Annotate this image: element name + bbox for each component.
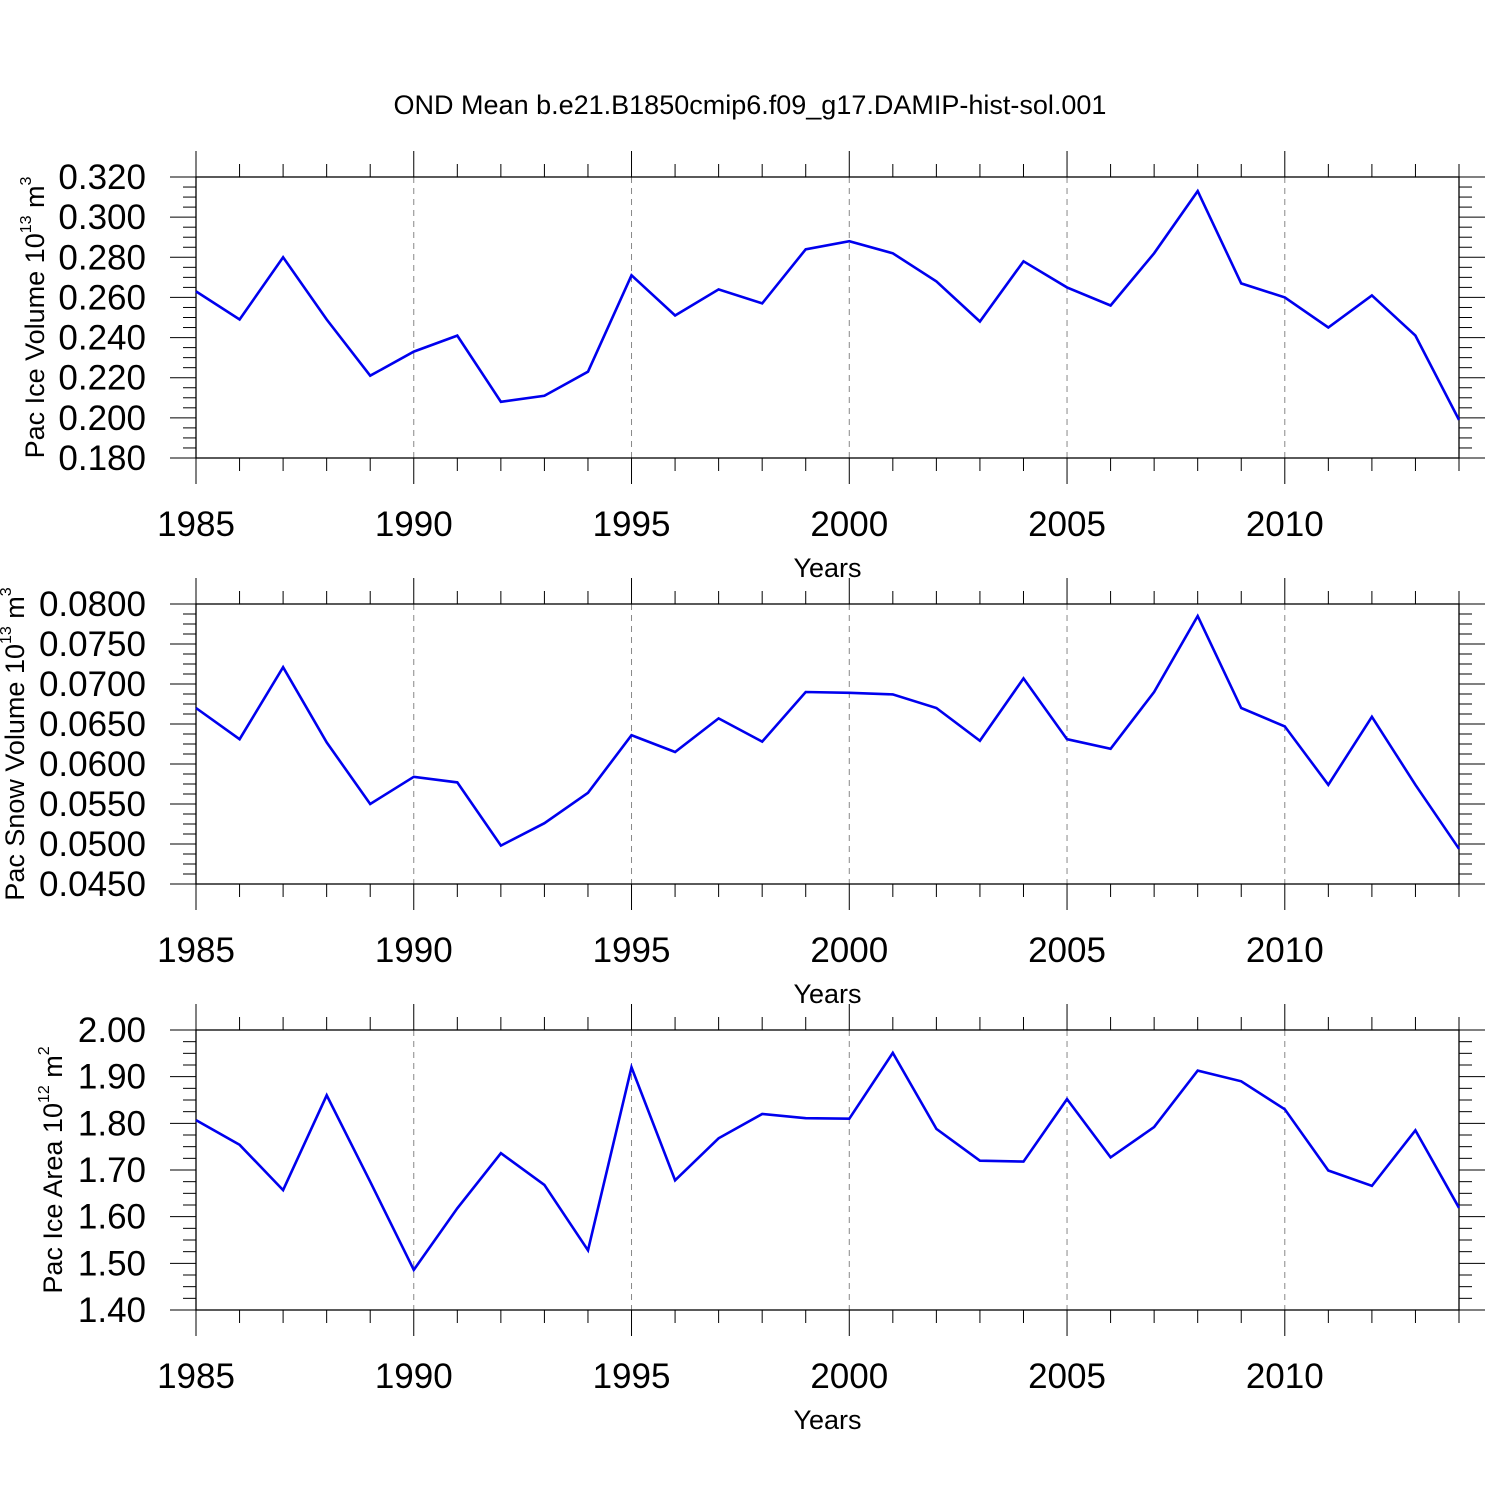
x-tick-label: 2005 (1028, 1357, 1106, 1396)
y-tick-label: 0.0700 (39, 665, 146, 704)
y-tick-label: 0.220 (58, 359, 146, 398)
y-tick-label: 0.180 (58, 439, 146, 478)
x-tick-label: 2000 (810, 931, 888, 970)
y-tick-label: 0.0450 (39, 865, 146, 904)
x-axis-title: Years (793, 1405, 861, 1435)
y-tick-label: 0.0500 (39, 825, 146, 864)
y-tick-label: 1.80 (78, 1104, 146, 1143)
y-tick-label: 1.40 (78, 1291, 146, 1330)
x-tick-label: 2000 (810, 1357, 888, 1396)
y-tick-label: 0.200 (58, 399, 146, 438)
y-tick-label: 0.0800 (39, 585, 146, 624)
y-tick-label: 0.0600 (39, 745, 146, 784)
y-tick-label: 0.300 (58, 198, 146, 237)
x-tick-label: 2010 (1246, 505, 1324, 544)
x-tick-label: 1985 (157, 505, 235, 544)
x-tick-label: 1990 (375, 931, 453, 970)
series-line (195, 1050, 1461, 1273)
y-tick-label: 0.0550 (39, 785, 146, 824)
x-tick-label: 1985 (157, 931, 235, 970)
series-line (195, 188, 1461, 421)
x-tick-label: 2010 (1246, 1357, 1324, 1396)
y-tick-label: 0.280 (58, 238, 146, 277)
panel-ice-volume: 0.1800.2000.2200.2400.2600.2800.3000.320… (18, 151, 1485, 583)
y-tick-label: 2.00 (78, 1011, 146, 1050)
chart-title: OND Mean b.e21.B1850cmip6.f09_g17.DAMIP-… (394, 90, 1107, 120)
x-tick-label: 2005 (1028, 505, 1106, 544)
y-axis-title: Pac Ice Volume 1013 m3 (18, 176, 50, 458)
y-tick-label: 0.0650 (39, 705, 146, 744)
y-axis-title: Pac Ice Area 1012 m2 (36, 1046, 68, 1293)
x-axis-title: Years (793, 979, 861, 1009)
y-tick-label: 0.320 (58, 158, 146, 197)
plot-frame (195, 603, 1460, 885)
y-tick-label: 1.60 (78, 1198, 146, 1237)
x-axis-title: Years (793, 553, 861, 583)
plot-frame (195, 1029, 1460, 1311)
x-tick-label: 1995 (593, 505, 671, 544)
panel-ice-area: 1.40 1.50 1.60 1.70 1.80 1.90 2.00 1985 1990 1995… (36, 1004, 1485, 1435)
y-tick-label: 1.70 (78, 1151, 146, 1190)
y-tick-label: 0.0750 (39, 625, 146, 664)
x-tick-label: 1990 (375, 505, 453, 544)
y-tick-label: 1.90 (78, 1058, 146, 1097)
y-tick-label: 1.50 (78, 1244, 146, 1283)
x-tick-label: 1990 (375, 1357, 453, 1396)
x-tick-label: 1995 (593, 931, 671, 970)
y-tick-label: 0.240 (58, 319, 146, 358)
y-axis-title: Pac Snow Volume 1013 m3 (0, 587, 30, 900)
x-tick-label: 1985 (157, 1357, 235, 1396)
y-tick-label: 0.260 (58, 278, 146, 317)
x-tick-label: 2000 (810, 505, 888, 544)
panel-snow-volume: 0.04500.05000.05500.06000.06500.07000.07… (0, 578, 1485, 1009)
x-tick-label: 2010 (1246, 931, 1324, 970)
x-tick-label: 2005 (1028, 931, 1106, 970)
x-tick-label: 1995 (593, 1357, 671, 1396)
plot-frame (195, 176, 1460, 459)
series-line (195, 613, 1461, 850)
